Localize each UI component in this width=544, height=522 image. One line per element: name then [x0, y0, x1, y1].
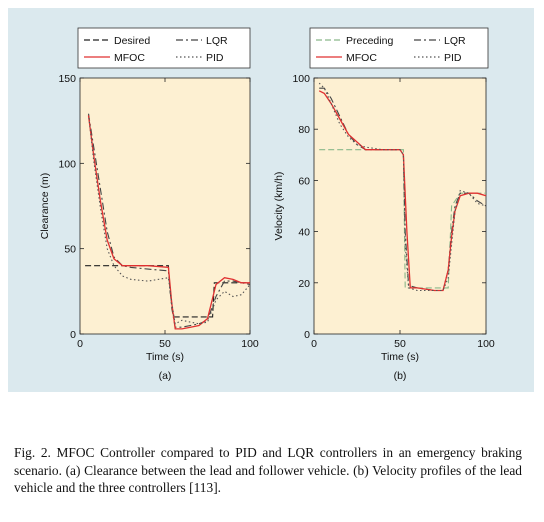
x-tick-label: 0 — [77, 338, 83, 350]
y-tick-label: 60 — [298, 175, 310, 187]
y-tick-label: 50 — [64, 244, 76, 256]
x-tick-label: 50 — [159, 338, 171, 350]
series-line-mfoc — [87, 115, 250, 330]
legend-label: PID — [444, 52, 462, 64]
y-tick-label: 0 — [304, 329, 310, 341]
legend-label: MFOC — [114, 52, 145, 64]
legend-box — [309, 27, 489, 69]
x-tick-label: 50 — [394, 338, 406, 350]
y-axis-label: Clearance (m) — [39, 173, 51, 240]
legend-label: Preceding — [346, 35, 393, 47]
x-tick-label: 0 — [311, 338, 317, 350]
figure-panel: 0 50 100 150 0 50 100 Time (s) Clearance (m) (a) D… — [8, 8, 534, 392]
y-tick-label: 0 — [70, 329, 76, 341]
legend: Desired LQR MFOC PID — [77, 27, 251, 69]
series-line-mfoc — [318, 90, 487, 292]
chart-a: 0 50 100 150 0 50 100 Time (s) Clearance (m) (a) D… — [39, 27, 259, 382]
y-axis-label: Velocity (km/h) — [273, 172, 285, 241]
x-axis-label: Time (s) — [381, 351, 419, 363]
y-tick-label: 150 — [58, 73, 76, 85]
y-tick-label: 100 — [292, 73, 310, 85]
y-tick-label: 40 — [298, 227, 310, 239]
chart-b: 0 20 40 60 80 100 0 50 100 Time (s) Velocity (km/h… — [273, 27, 495, 382]
figure-svg: 0 50 100 150 0 50 100 Time (s) Clearance (m) (a) D… — [39, 27, 495, 382]
y-tick-label: 100 — [58, 158, 76, 170]
caption-line-1: Fig. 2. MFOC Controller compared to PID … — [14, 445, 412, 460]
x-tick-label: 100 — [477, 338, 495, 350]
y-tick-label: 20 — [298, 278, 310, 290]
caption-line-4: [113]. — [189, 480, 221, 495]
legend-label: LQR — [444, 35, 466, 47]
legend-label: Desired — [114, 35, 150, 47]
x-axis-label: Time (s) — [146, 351, 184, 363]
legend-label: MFOC — [346, 52, 377, 64]
legend: Preceding LQR MFOC PID — [309, 27, 489, 69]
caption-line-2: emergency braking scenario. (a) Clearanc… — [14, 445, 522, 478]
figure-caption: Fig. 2. MFOC Controller compared to PID … — [14, 444, 522, 497]
legend-box — [77, 27, 251, 69]
caption-line-3: vehicle. (b) Velocity profiles of the le… — [14, 462, 522, 496]
legend-label: PID — [206, 52, 224, 64]
series-line-pid — [87, 113, 251, 325]
y-tick-label: 80 — [298, 124, 310, 136]
x-tick-label: 100 — [241, 338, 259, 350]
panel-label: (a) — [159, 370, 172, 382]
panel-label: (b) — [394, 370, 407, 382]
plot-area — [79, 77, 251, 335]
legend-label: LQR — [206, 35, 228, 47]
plot-area — [313, 77, 487, 335]
